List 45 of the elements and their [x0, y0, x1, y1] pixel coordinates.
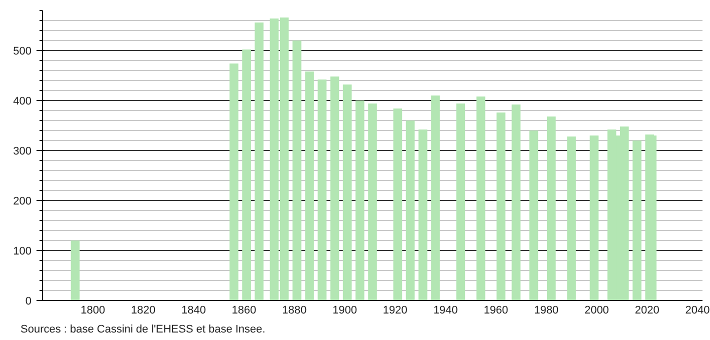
bar — [567, 136, 576, 300]
x-tick-label: 2020 — [634, 304, 660, 316]
bar — [318, 80, 327, 300]
x-tick-label: 1840 — [181, 304, 206, 316]
bar — [496, 112, 506, 300]
bar — [355, 100, 364, 300]
bar — [645, 134, 654, 300]
bar — [546, 116, 556, 300]
bar — [632, 140, 642, 300]
bar — [230, 64, 238, 300]
x-tick-label: 1820 — [131, 304, 156, 316]
x-tick-label: 1960 — [484, 304, 508, 316]
x-tick-label: 1880 — [282, 304, 307, 316]
y-tick-label: 100 — [13, 246, 32, 258]
y-tick-label: 500 — [13, 46, 32, 58]
bar — [342, 84, 352, 300]
bar — [368, 104, 377, 300]
bar — [330, 76, 340, 300]
bar — [70, 240, 80, 300]
bar — [590, 136, 599, 300]
y-tick-label: 0 — [25, 296, 32, 308]
bar — [254, 22, 264, 300]
x-tick-label: 1940 — [433, 304, 458, 316]
x-tick-label: 1980 — [534, 304, 559, 316]
y-tick-label: 200 — [13, 196, 32, 208]
bar — [529, 130, 538, 300]
bar — [418, 130, 428, 300]
bar — [512, 104, 520, 300]
bar — [456, 104, 466, 300]
bar — [242, 50, 251, 300]
x-tick-label: 2000 — [584, 304, 609, 316]
bar — [393, 108, 402, 300]
x-tick-label: 2040 — [685, 304, 710, 316]
bar — [305, 72, 314, 300]
y-tick-label: 400 — [13, 96, 32, 108]
bar — [406, 120, 415, 300]
source-note: Sources : base Cassini de l'EHESS et base Insee. — [20, 324, 266, 336]
y-tick-label: 300 — [13, 146, 32, 158]
bar — [476, 96, 486, 300]
x-tick-label: 1920 — [382, 304, 408, 316]
x-tick-label: 1860 — [232, 304, 256, 316]
x-tick-label: 1800 — [80, 304, 106, 316]
bar — [292, 40, 302, 300]
x-tick-label: 1900 — [332, 304, 358, 316]
bar — [431, 96, 440, 300]
